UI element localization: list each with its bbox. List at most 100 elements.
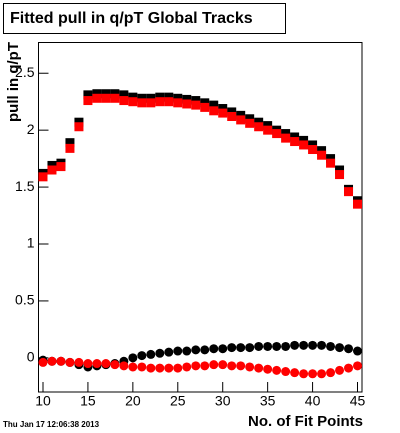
circle-marker	[47, 356, 57, 366]
circle-marker	[209, 344, 219, 354]
square-marker	[227, 107, 237, 117]
square-marker	[119, 90, 129, 100]
circle-marker	[263, 364, 273, 374]
circle-marker	[326, 368, 336, 378]
square-marker	[155, 97, 165, 107]
circle-marker	[353, 361, 363, 371]
square-marker	[173, 93, 183, 103]
circle-marker	[227, 343, 237, 353]
circle-marker	[236, 361, 246, 371]
circle-marker	[38, 357, 48, 367]
square-marker	[101, 93, 111, 103]
circle-marker	[146, 349, 156, 359]
circle-marker	[83, 359, 93, 369]
square-marker	[146, 98, 156, 108]
square-marker	[110, 89, 120, 99]
circle-marker	[155, 348, 165, 358]
x-tick-label: 15	[80, 393, 96, 409]
circle-marker	[164, 363, 174, 373]
square-marker	[263, 121, 273, 131]
y-tick-label: 2.5	[15, 64, 35, 80]
circle-marker	[101, 359, 111, 369]
square-marker	[254, 122, 264, 132]
circle-marker	[227, 361, 237, 371]
circle-marker	[281, 367, 291, 377]
circle-marker	[326, 341, 336, 351]
x-tick-label: 20	[125, 393, 141, 409]
square-marker	[101, 89, 111, 99]
square-marker	[164, 97, 174, 107]
x-tick-label: 25	[170, 393, 186, 409]
circle-marker	[308, 340, 318, 350]
square-marker	[317, 150, 327, 160]
circle-marker	[155, 363, 165, 373]
circle-marker	[335, 343, 345, 353]
circle-marker	[245, 362, 255, 372]
circle-marker	[128, 362, 138, 372]
square-marker	[308, 145, 318, 155]
circle-marker	[218, 360, 228, 370]
square-marker	[47, 165, 57, 175]
square-marker	[335, 170, 345, 180]
x-tick-label: 30	[215, 393, 231, 409]
square-marker	[299, 140, 309, 150]
square-marker	[353, 199, 363, 209]
circle-marker	[191, 345, 201, 355]
square-marker	[92, 89, 102, 99]
circle-marker	[92, 359, 102, 369]
circle-marker	[344, 363, 354, 373]
square-marker	[263, 125, 273, 135]
square-marker	[281, 129, 291, 139]
circle-marker	[173, 363, 183, 373]
circle-marker	[317, 340, 327, 350]
circle-marker	[200, 345, 210, 355]
circle-marker	[272, 365, 282, 375]
x-tick-label: 10	[35, 393, 51, 409]
circle-marker	[56, 356, 66, 366]
square-marker	[290, 137, 300, 147]
square-marker	[83, 96, 93, 106]
plot-frame	[38, 42, 363, 393]
circle-marker	[146, 363, 156, 373]
square-marker	[299, 135, 309, 145]
square-marker	[146, 93, 156, 103]
y-tick-label: 2	[27, 121, 35, 137]
circle-marker	[335, 365, 345, 375]
circle-marker	[137, 362, 147, 372]
square-marker	[227, 111, 237, 121]
circle-marker	[182, 362, 192, 372]
square-marker	[344, 187, 354, 197]
square-marker	[290, 132, 300, 142]
square-marker	[281, 133, 291, 143]
x-tick-label: 35	[260, 393, 276, 409]
y-axis-label: pull in q/pT	[5, 42, 22, 122]
square-marker	[83, 90, 93, 100]
square-marker	[245, 118, 255, 128]
square-marker	[191, 100, 201, 110]
square-marker	[326, 158, 336, 168]
y-tick-label: 1	[27, 235, 35, 251]
circle-marker	[317, 369, 327, 379]
circle-marker	[254, 341, 264, 351]
circle-marker	[263, 341, 273, 351]
circle-marker	[290, 340, 300, 350]
y-tick-label: 0	[27, 349, 35, 365]
circle-marker	[182, 346, 192, 356]
square-marker	[209, 106, 219, 116]
square-marker	[254, 117, 264, 127]
square-marker	[110, 93, 120, 103]
square-marker	[74, 117, 84, 127]
y-tick-label: 0.5	[15, 292, 35, 308]
square-marker	[191, 96, 201, 106]
square-marker	[326, 154, 336, 164]
x-tick-label: 40	[305, 393, 321, 409]
circle-marker	[299, 369, 309, 379]
square-marker	[155, 92, 165, 102]
circle-marker	[290, 368, 300, 378]
circle-marker	[254, 363, 264, 373]
square-marker	[236, 110, 246, 120]
square-marker	[137, 98, 147, 108]
circle-marker	[218, 344, 228, 354]
square-marker	[317, 146, 327, 156]
